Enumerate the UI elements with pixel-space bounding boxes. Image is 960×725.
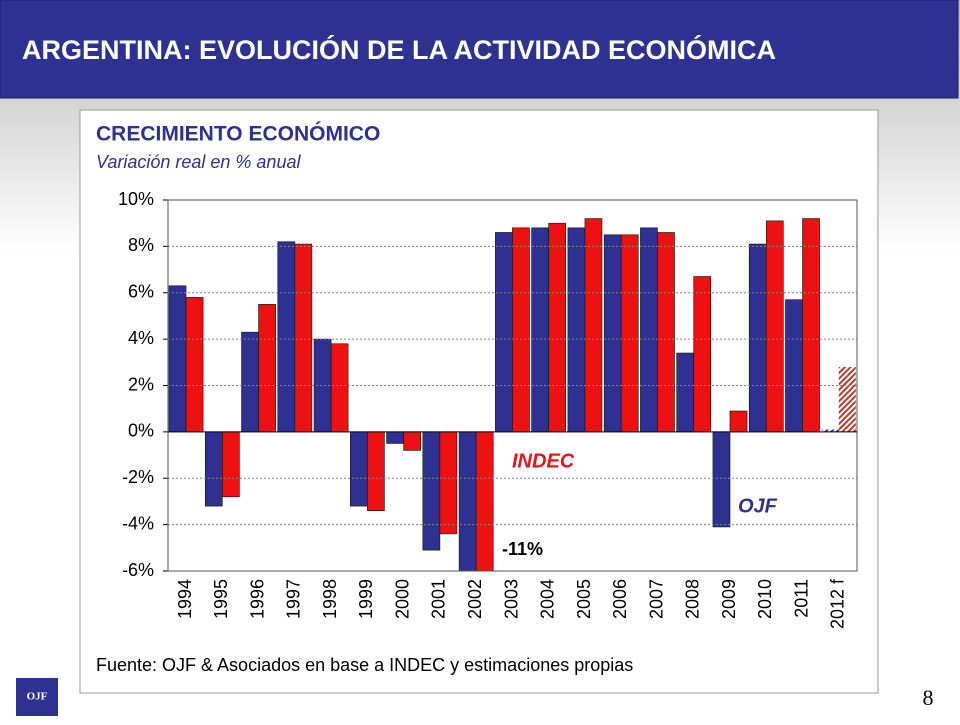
x-tick-label: 2004 (538, 579, 558, 619)
y-tick-label: 0% (128, 421, 154, 441)
bars (168, 218, 856, 571)
x-tick-label: 1996 (247, 579, 267, 619)
y-tick-label: -6% (122, 560, 154, 580)
bar (657, 232, 675, 433)
bar (765, 220, 784, 433)
bar (676, 352, 695, 433)
bar (204, 431, 223, 507)
y-tick-label: -2% (122, 467, 154, 487)
x-tick-label: 2009 (719, 579, 739, 619)
y-tick-label: 8% (128, 235, 154, 255)
logo: OJF (27, 691, 48, 703)
x-tick-label: 2008 (683, 579, 703, 619)
x-tick-label: 2000 (392, 579, 412, 619)
bar (821, 429, 839, 432)
x-tick-label: 1998 (320, 579, 340, 619)
bar (548, 222, 567, 433)
header-band (0, 0, 959, 99)
bar (241, 331, 259, 433)
bar (802, 218, 820, 433)
x-tick-label: 2003 (501, 579, 521, 619)
bar (350, 431, 368, 507)
bar (222, 431, 240, 498)
source: Fuente: OJF & Asociados en base a INDEC … (96, 655, 633, 675)
bar (512, 227, 530, 433)
bar (712, 431, 731, 528)
bar (185, 297, 204, 433)
x-tick-label: 1997 (284, 579, 304, 619)
bar (838, 366, 856, 432)
bar (785, 299, 803, 433)
bar (258, 304, 276, 433)
chart-box (79, 109, 879, 694)
bar (439, 431, 458, 535)
bar (277, 241, 296, 433)
bar (693, 276, 712, 433)
x-tick-label: 2006 (610, 579, 630, 619)
bar (330, 343, 349, 433)
x-tick-label: 1999 (356, 579, 376, 619)
bar (748, 243, 767, 433)
legend-label: INDEC (512, 450, 575, 472)
x-tick-label: 2011 (791, 579, 811, 618)
bar (294, 243, 313, 433)
y-tick-label: 4% (128, 328, 154, 348)
slide-title: ARGENTINA: EVOLUCIÓN DE LA ACTIVIDAD ECO… (22, 34, 776, 65)
bar (603, 234, 622, 433)
x-tick-label: 2007 (646, 579, 666, 619)
chart-title: CRECIMIENTO ECONÓMICO (96, 122, 380, 146)
x-tick-label: 2012 f (828, 578, 848, 629)
bar (567, 227, 586, 433)
x-tick-label: 2002 (465, 579, 485, 619)
bar (531, 227, 549, 433)
bar (495, 232, 513, 433)
x-tick-label: 2005 (574, 579, 594, 619)
page-number: 8 (923, 685, 934, 710)
y-tick-label: 10% (118, 189, 154, 209)
bar (367, 431, 385, 512)
legend-label: OJF (738, 495, 778, 517)
bar (386, 431, 404, 444)
y-tick-label: -4% (122, 513, 154, 533)
bar (640, 227, 658, 433)
bar (168, 285, 187, 433)
chart-subtitle: Variación real en % anual (96, 152, 301, 172)
x-tick-label: 1995 (211, 579, 231, 619)
bar (620, 234, 639, 433)
x-tick-label: 1994 (175, 579, 195, 619)
x-tick-label: 2001 (429, 579, 449, 619)
y-tick-label: 6% (128, 282, 154, 302)
bar (422, 431, 441, 551)
annotation: -11% (502, 539, 543, 559)
y-tick-label: 2% (128, 374, 154, 394)
x-tick-label: 2010 (755, 579, 775, 619)
plot-frame (167, 199, 858, 572)
bar (729, 410, 748, 433)
bar (403, 431, 421, 451)
logo-box (16, 678, 58, 716)
bar (584, 218, 603, 433)
